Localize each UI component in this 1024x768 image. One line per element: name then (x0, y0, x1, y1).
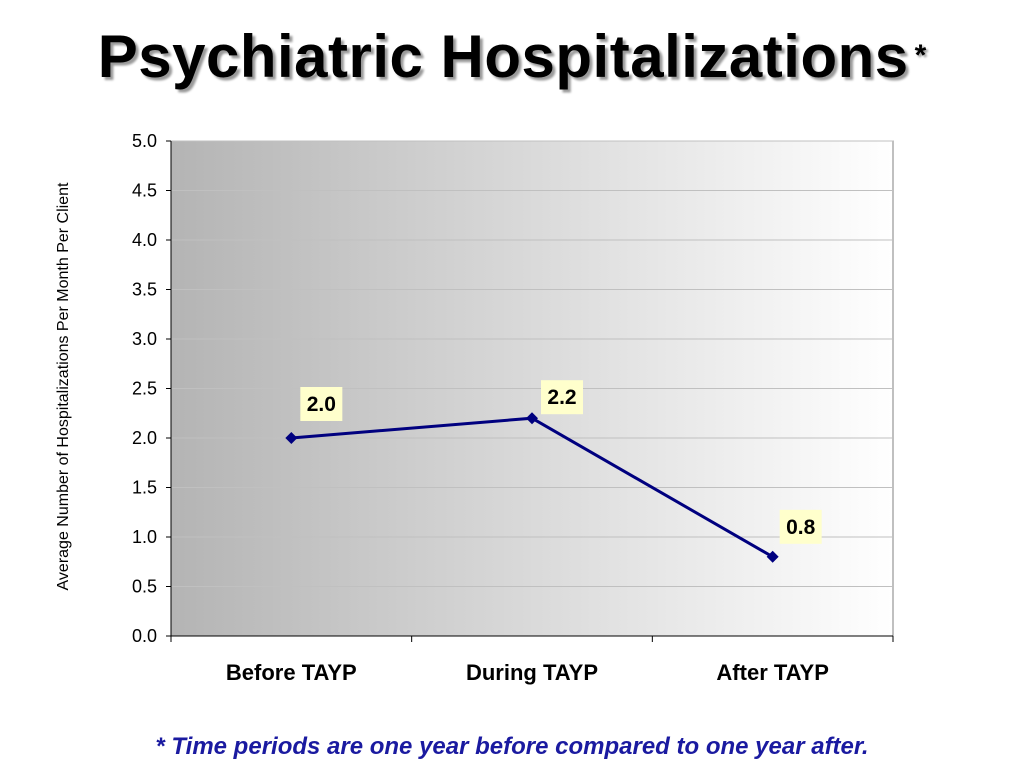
data-point-marker (526, 412, 538, 425)
data-label-box (541, 380, 583, 415)
y-tick-label: 3.0 (132, 329, 157, 349)
x-category-label: Before TAYP (226, 660, 357, 685)
title-area: Psychiatric Hospitalizations * (0, 22, 1024, 91)
x-category-label: After TAYP (716, 660, 828, 685)
y-axis-label: Average Number of Hospitalizations Per M… (55, 182, 72, 590)
y-tick-label: 0.5 (132, 577, 157, 597)
page-title: Psychiatric Hospitalizations (97, 23, 909, 90)
y-tick-label: 5.0 (132, 131, 157, 151)
y-tick-label: 3.5 (132, 280, 157, 300)
y-tick-label: 1.5 (132, 478, 157, 498)
data-label: 2.0 (307, 393, 336, 416)
y-tick-label: 0.0 (132, 626, 157, 646)
data-point-marker (766, 550, 779, 563)
data-labels: 2.0 2.2 0.8 (300, 380, 822, 544)
x-axis-categories: Before TAYP During TAYP After TAYP (226, 660, 829, 685)
data-point-marker (285, 432, 298, 444)
x-category-label: During TAYP (466, 660, 598, 685)
footnote: * Time periods are one year before compa… (155, 733, 869, 760)
title-footnote-marker: * (914, 38, 927, 72)
y-tick-label: 2.0 (132, 428, 157, 448)
y-tick-label: 2.5 (132, 379, 157, 399)
y-tick-label: 4.5 (132, 181, 157, 201)
y-axis-ticks: 0.0 0.5 1.0 1.5 2.0 2.5 3.0 3.5 4.0 4.5 5.0 (132, 131, 157, 646)
axes (166, 140, 894, 642)
data-label: 2.2 (547, 386, 576, 409)
gridlines (171, 140, 893, 587)
y-tick-label: 4.0 (132, 230, 157, 250)
data-label-box (300, 387, 343, 421)
y-tick-label: 1.0 (132, 527, 157, 547)
data-label-box (779, 509, 822, 544)
series-line-group (285, 412, 779, 563)
data-label: 0.8 (786, 516, 816, 539)
